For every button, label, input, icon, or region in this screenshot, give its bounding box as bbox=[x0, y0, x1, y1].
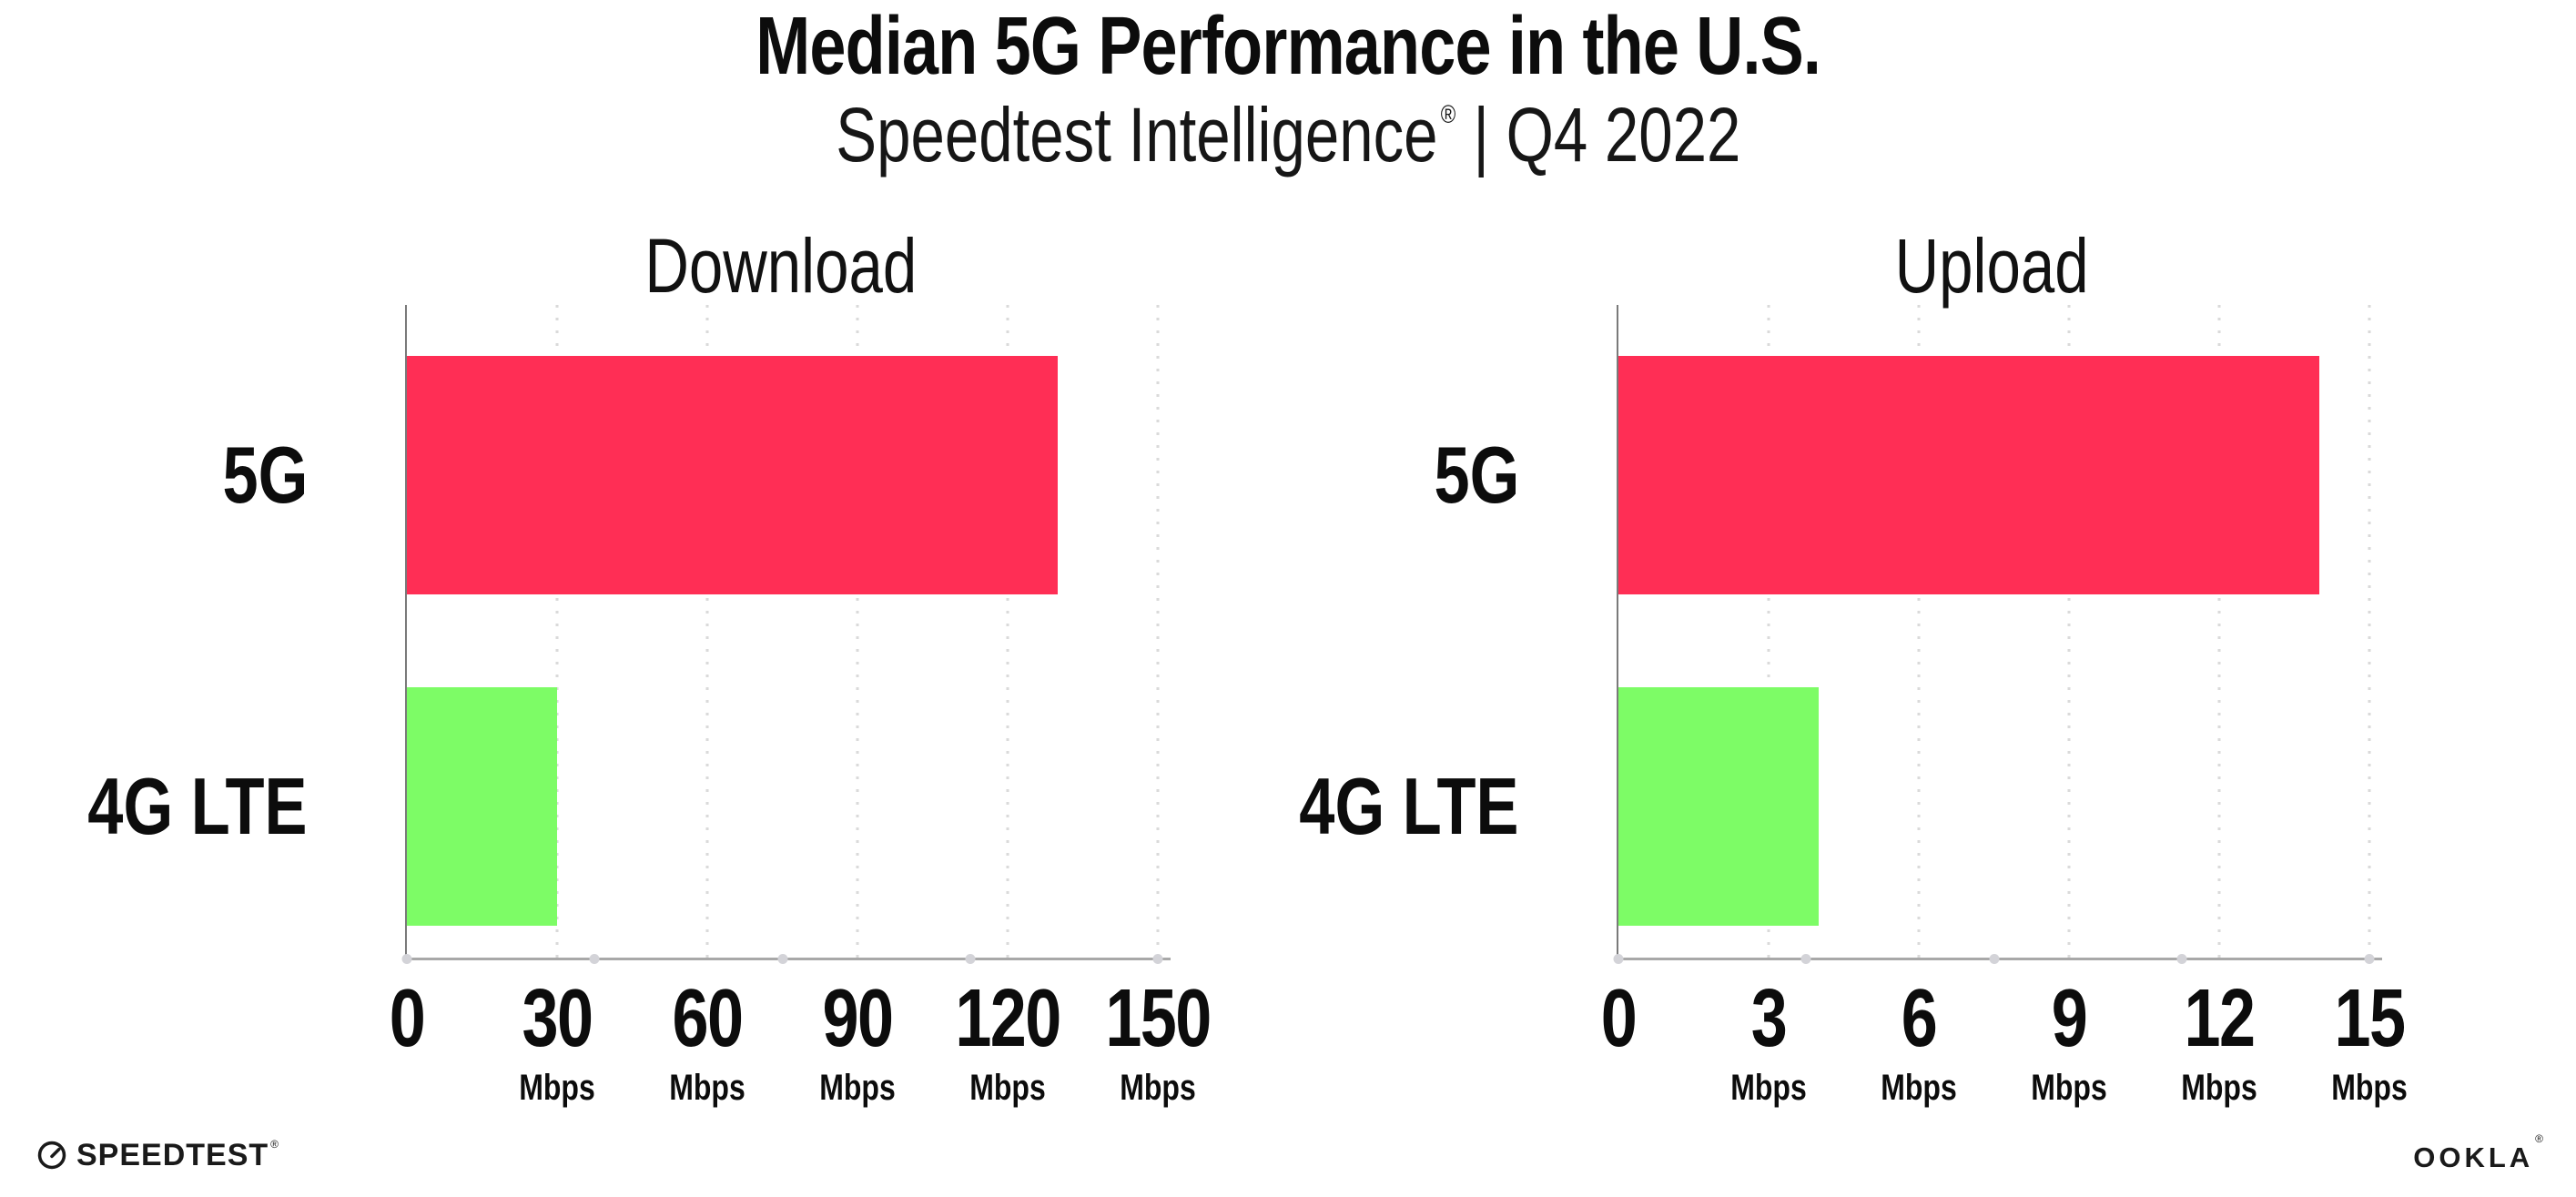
download-chart-title: Download bbox=[644, 223, 917, 309]
bar-5g-download bbox=[407, 356, 1058, 594]
gridline bbox=[1917, 305, 1921, 959]
unit-label: Mbps bbox=[2031, 1067, 2107, 1108]
x-tick: 0 bbox=[1600, 973, 1638, 1064]
unit-label: Mbps bbox=[669, 1067, 745, 1108]
upload-x-axis: 0 3 Mbps 6 Mbps 9 Mbps 12 Mbps 15 Mbps bbox=[1601, 959, 2408, 1122]
bar-4g-lte-download bbox=[407, 687, 557, 926]
unit-label: Mbps bbox=[819, 1067, 896, 1108]
speedtest-wordmark: SPEEDTEST bbox=[76, 1138, 269, 1172]
bar-5g-upload bbox=[1618, 356, 2319, 594]
gridline bbox=[2368, 305, 2371, 959]
axis-dot bbox=[1152, 954, 1163, 964]
axis-dot bbox=[2364, 954, 2375, 964]
unit-label: Mbps bbox=[1881, 1067, 1957, 1108]
page-title-text: Median 5G Performance in the U.S. bbox=[756, 1, 1821, 92]
x-tick: 30 Mbps bbox=[519, 973, 595, 1108]
gridline bbox=[1767, 305, 1770, 959]
category-label-5g: 5G bbox=[1434, 430, 1519, 520]
download-x-axis: 0 30 Mbps 60 Mbps 90 Mbps 120 Mbps 150 Mbps bbox=[390, 959, 1212, 1122]
upload-plot-area: 5G 4G LTE 0 3 Mbps 6 Mbps 9 Mbps 12 Mbps 15 M… bbox=[1300, 305, 2408, 1106]
category-label-4g-lte: 4G LTE bbox=[1299, 761, 1519, 851]
x-tick: 120 Mbps bbox=[955, 973, 1061, 1108]
axis-dot bbox=[1989, 954, 1999, 964]
upload-chart: Upload 5G 4G LTE 0 3 Mbps 6 Mbps 9 Mbps 12 M… bbox=[1300, 223, 2413, 1106]
unit-label: Mbps bbox=[1120, 1067, 1196, 1108]
subtitle: Speedtest Intelligence ® | Q4 2022 bbox=[0, 95, 2576, 175]
ookla-logo: OOKLA ® bbox=[2413, 1132, 2543, 1173]
page-title: Median 5G Performance in the U.S. bbox=[0, 5, 2576, 87]
unit-label: Mbps bbox=[2181, 1067, 2257, 1108]
x-tick: 15 Mbps bbox=[2331, 973, 2408, 1108]
unit-label: Mbps bbox=[2331, 1067, 2408, 1108]
x-tick: 150 Mbps bbox=[1105, 973, 1212, 1108]
ookla-registered-mark: ® bbox=[2535, 1132, 2543, 1145]
gridline bbox=[2217, 305, 2221, 959]
axis-dot bbox=[401, 954, 412, 964]
category-label-4g-lte: 4G LTE bbox=[87, 761, 308, 851]
unit-label: Mbps bbox=[519, 1067, 595, 1108]
x-tick: 12 Mbps bbox=[2181, 973, 2257, 1108]
x-tick: 3 Mbps bbox=[1730, 973, 1807, 1108]
gridline bbox=[555, 305, 559, 959]
subtitle-brand: Speedtest Intelligence bbox=[835, 92, 1438, 178]
ookla-wordmark: OOKLA bbox=[2413, 1141, 2534, 1173]
unit-label: Mbps bbox=[1730, 1067, 1807, 1108]
subtitle-period: | Q4 2022 bbox=[1473, 92, 1741, 178]
category-label-5g: 5G bbox=[222, 430, 308, 520]
bar-4g-lte-upload bbox=[1618, 687, 1819, 926]
x-tick: 90 Mbps bbox=[819, 973, 896, 1108]
axis-dot bbox=[1800, 954, 1811, 964]
x-tick: 6 Mbps bbox=[1881, 973, 1957, 1108]
speedtest-registered-mark: ® bbox=[270, 1138, 279, 1151]
axis-dot bbox=[1613, 954, 1624, 964]
axis-dot bbox=[2176, 954, 2187, 964]
registered-mark: ® bbox=[1440, 100, 1455, 128]
x-tick: 9 Mbps bbox=[2031, 973, 2107, 1108]
download-chart: Download 5G 4G LTE 0 30 Mbps 60 Mbps 90 Mbp… bbox=[88, 223, 1212, 1106]
speedtest-logo: SPEEDTEST ® bbox=[36, 1138, 279, 1172]
gridline bbox=[1006, 305, 1009, 959]
x-tick: 0 bbox=[389, 973, 426, 1064]
gridline bbox=[856, 305, 859, 959]
upload-chart-title: Upload bbox=[1895, 223, 2089, 309]
gridline bbox=[705, 305, 709, 959]
unit-label: Mbps bbox=[969, 1067, 1046, 1108]
speedtest-gauge-icon bbox=[37, 1141, 66, 1170]
axis-dot bbox=[965, 954, 976, 964]
axis-dot bbox=[777, 954, 787, 964]
x-tick: 60 Mbps bbox=[669, 973, 745, 1108]
download-plot-area: 5G 4G LTE 0 30 Mbps 60 Mbps 90 Mbps 120 Mbps… bbox=[88, 305, 1212, 1106]
axis-dot bbox=[589, 954, 600, 964]
gridline bbox=[2067, 305, 2071, 959]
gridline bbox=[1156, 305, 1160, 959]
